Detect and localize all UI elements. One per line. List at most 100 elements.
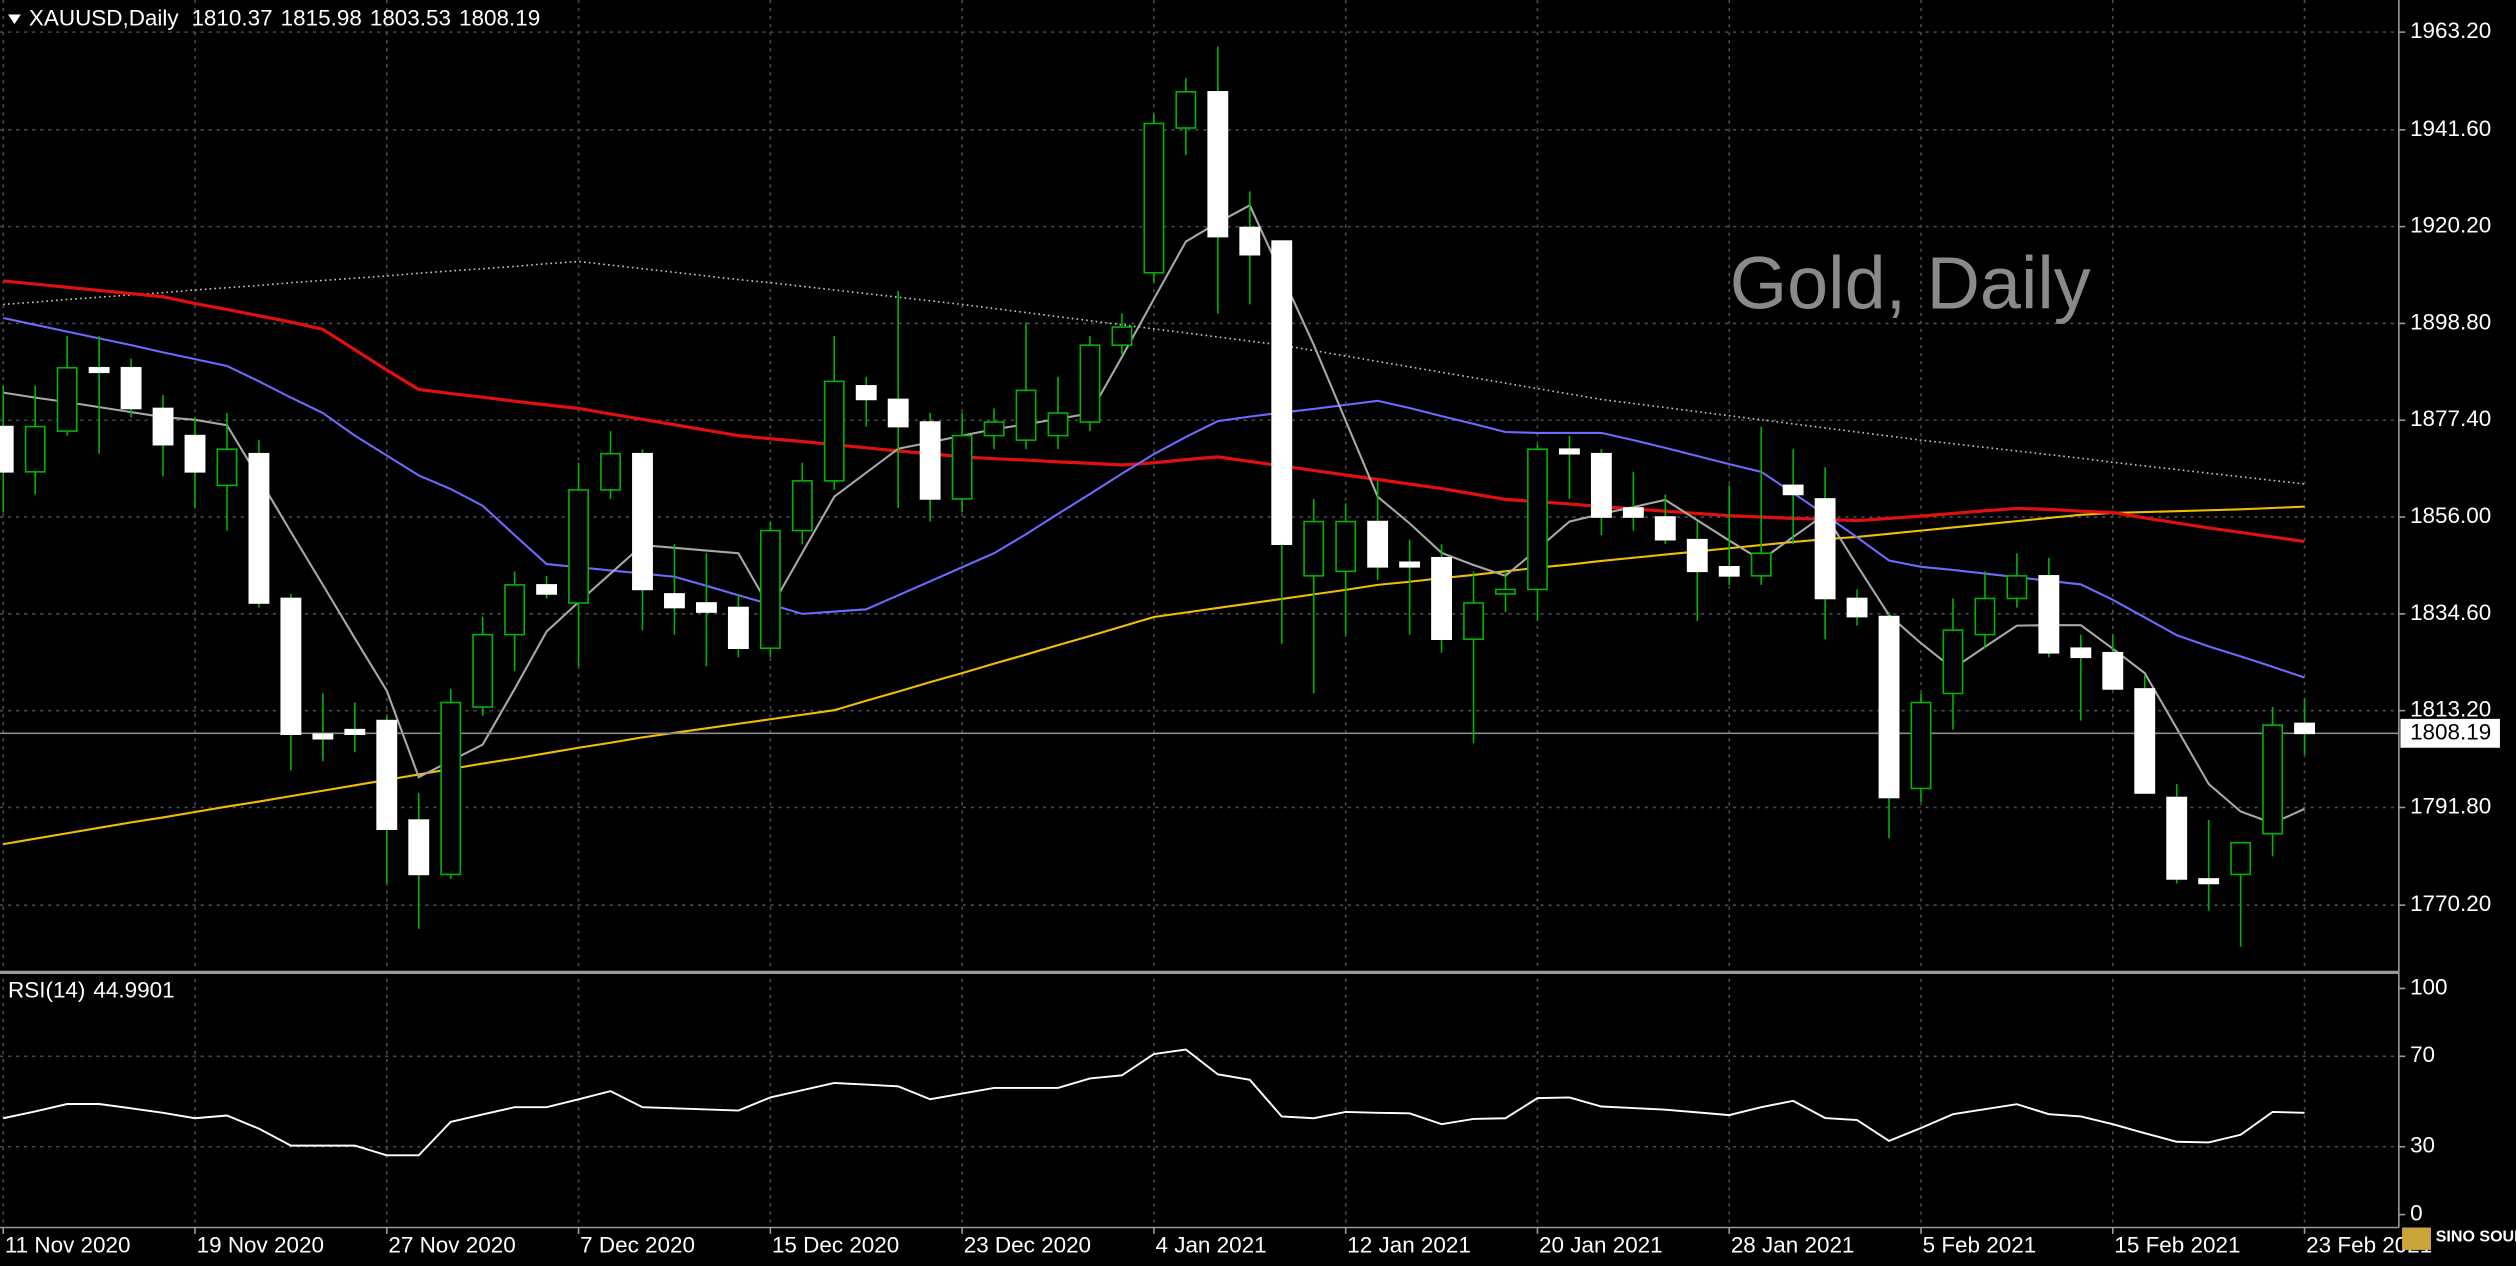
x-tick-label: 11 Nov 2020 <box>5 1233 131 1258</box>
moving-average-line <box>3 316 2305 679</box>
y-tick-label: 1920.20 <box>2410 213 2491 238</box>
y-tick-label: 1770.20 <box>2410 891 2491 916</box>
candle-body <box>2198 878 2220 885</box>
candle-body <box>1047 412 1069 437</box>
close-value: 1808.19 <box>459 5 540 30</box>
candle-body <box>24 425 46 473</box>
candle-body <box>1111 326 1133 346</box>
candle-body <box>887 398 909 428</box>
candle-body <box>1399 561 1421 568</box>
y-tick-label: 1791.80 <box>2410 793 2491 818</box>
candle-body <box>2262 724 2284 835</box>
candle-body <box>664 593 685 609</box>
candle-body <box>1878 615 1900 799</box>
x-tick-label: 20 Jan 2021 <box>1539 1233 1663 1258</box>
candle-body <box>0 425 14 473</box>
rsi-tick-label: 70 <box>2410 1042 2435 1067</box>
candle-body <box>1271 240 1293 545</box>
rsi-title: RSI(14) <box>8 978 85 1003</box>
candle-body <box>1590 452 1612 518</box>
rsi-pane <box>3 1048 2305 1157</box>
candle-body <box>727 606 749 650</box>
y-tick-label: 1877.40 <box>2410 406 2491 431</box>
candle-body <box>536 584 558 595</box>
candle-body <box>823 380 845 482</box>
candle-body <box>1686 538 1708 573</box>
candle-body <box>1015 389 1037 441</box>
rsi-tick-label: 0 <box>2410 1201 2423 1226</box>
candle-body <box>1527 448 1548 591</box>
candle-body <box>2134 688 2156 794</box>
rsi-line <box>3 1048 2305 1157</box>
candle-body <box>1910 701 1932 790</box>
candle-body <box>1239 226 1261 256</box>
y-tick-label: 1834.60 <box>2410 600 2491 625</box>
candle-body <box>56 366 78 432</box>
header-arrow <box>8 14 21 25</box>
rsi-header: RSI(14) 44.9901 <box>8 978 175 1003</box>
candle-body <box>1782 484 1804 496</box>
axes: 1963.20 1941.60 1920.20 1898.80 1877.40 1856.… <box>2 18 2500 1258</box>
candle-body <box>2294 722 2315 735</box>
watermark: Gold, Daily <box>1730 241 2091 324</box>
x-tick-label: 28 Jan 2021 <box>1731 1233 1855 1258</box>
y-tick-label: 1963.20 <box>2410 18 2491 43</box>
x-tick-label: 5 Feb 2021 <box>1923 1233 2037 1258</box>
candle-body <box>2230 841 2252 876</box>
moving-average-line <box>3 279 2305 544</box>
logo-icon <box>2402 1227 2431 1250</box>
candles <box>0 46 2315 947</box>
candle-body <box>1622 507 1644 518</box>
candle-body <box>1846 597 1868 618</box>
candle-body <box>951 434 973 500</box>
candle-body <box>1558 448 1580 455</box>
moving-average-line <box>3 203 2305 825</box>
candle-body <box>2102 651 2124 690</box>
candle-body <box>2038 575 2060 654</box>
y-tick-label: 1898.80 <box>2410 309 2491 334</box>
candle-body <box>791 480 813 532</box>
candle-body <box>376 719 398 830</box>
candle-body <box>568 489 589 604</box>
candle-body <box>2006 575 2028 600</box>
candle-body <box>472 633 494 708</box>
candle-body <box>152 407 174 446</box>
y-tick-label: 1941.60 <box>2410 116 2491 141</box>
candle-body <box>1335 520 1357 573</box>
candle-body <box>695 602 717 613</box>
candle-body <box>1207 91 1229 238</box>
current-price-label: 1808.19 <box>2410 719 2491 744</box>
candle-body <box>1431 556 1452 640</box>
candle-body <box>1495 588 1516 595</box>
candle-body <box>1367 520 1389 568</box>
x-tick-label: 4 Jan 2021 <box>1156 1233 1267 1258</box>
candle-body <box>408 819 430 876</box>
x-tick-label: 19 Nov 2020 <box>197 1233 324 1258</box>
candle-body <box>759 529 781 650</box>
candle-body <box>248 452 270 604</box>
series-layer <box>0 203 2399 846</box>
open-value: 1810.37 <box>191 5 272 30</box>
candle-body <box>1942 629 1964 695</box>
candle-body <box>280 597 302 735</box>
current-price-box <box>2400 718 2500 748</box>
x-tick-label: 23 Dec 2020 <box>964 1233 1091 1258</box>
grid <box>0 0 2399 1228</box>
x-tick-label: 27 Nov 2020 <box>388 1233 515 1258</box>
x-tick-label: 15 Dec 2020 <box>772 1233 899 1258</box>
candle-body <box>344 728 366 735</box>
rsi-tick-label: 30 <box>2410 1133 2435 1158</box>
chart-header: XAUUSD,Daily 1810.37 1815.98 1803.53 1808.19 <box>29 5 540 30</box>
symbol: XAUUSD,Daily <box>29 5 179 30</box>
low-value: 1803.53 <box>370 5 451 30</box>
x-tick-label: 7 Dec 2020 <box>580 1233 695 1258</box>
candle-body <box>88 366 110 374</box>
rsi-tick-label: 100 <box>2410 974 2447 999</box>
candle-body <box>2166 796 2188 880</box>
candle-body <box>1814 498 1836 600</box>
candle-body <box>919 421 941 500</box>
candle-body <box>2070 647 2092 659</box>
candle-body <box>1303 520 1325 577</box>
